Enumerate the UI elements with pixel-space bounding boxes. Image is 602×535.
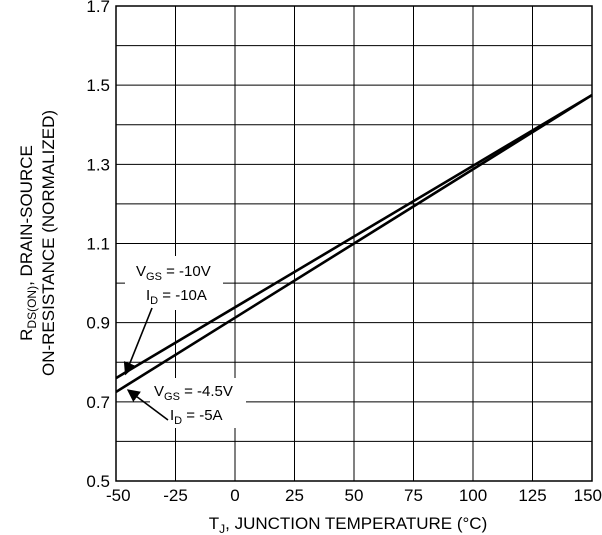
series-line-1 <box>115 93 593 380</box>
y-tick-label: 0.5 <box>86 472 110 491</box>
annotation-1-arrow <box>123 307 153 376</box>
y-axis-label-line1: RDS(ON), DRAIN-SOURCE <box>17 145 39 341</box>
x-tick-label: 0 <box>230 486 239 505</box>
series-lines <box>115 93 593 394</box>
y-tick-label: 1.1 <box>86 235 110 254</box>
annotation-box <box>125 256 223 310</box>
x-tick-label: 75 <box>404 486 423 505</box>
y-tick-labels: 0.5 0.7 0.9 1.1 1.3 1.5 1.7 <box>86 0 110 491</box>
y-tick-label: 1.3 <box>86 155 110 174</box>
annotation-vgs-4-5v: VGS = -4.5V ID = -5A <box>126 378 246 428</box>
annotation-box <box>150 378 246 428</box>
y-tick-label: 1.5 <box>86 76 110 95</box>
annotation-2-line1: VGS = -4.5V <box>154 383 233 403</box>
annotation-1-line1: VGS = -10V <box>136 263 211 283</box>
x-tick-label: -50 <box>106 486 131 505</box>
x-tick-label: 150 <box>574 486 602 505</box>
x-tick-label: 25 <box>285 486 304 505</box>
x-tick-labels: -50 -25 0 25 50 75 100 125 150 <box>106 486 602 505</box>
plot-frame <box>115 5 593 482</box>
annotation-vgs-10v: VGS = -10V ID = -10A <box>123 256 223 376</box>
y-tick-label: 0.7 <box>86 393 110 412</box>
annotation-2-line2: ID = -5A <box>170 407 223 427</box>
x-tick-label: 100 <box>459 486 487 505</box>
y-axis-label-line2: ON-RESISTANCE (NORMALIZED) <box>39 110 58 376</box>
series-line-2 <box>115 93 593 394</box>
y-tick-label: 1.7 <box>86 0 110 16</box>
x-tick-label: 50 <box>345 486 364 505</box>
y-tick-label: 0.9 <box>86 314 110 333</box>
x-tick-label: -25 <box>163 486 188 505</box>
x-axis-label: TJ, JUNCTION TEMPERATURE (°C) <box>209 514 488 535</box>
annotation-1-line2: ID = -10A <box>146 287 207 307</box>
annotation-2-arrow <box>126 389 169 421</box>
x-tick-label: 125 <box>518 486 546 505</box>
